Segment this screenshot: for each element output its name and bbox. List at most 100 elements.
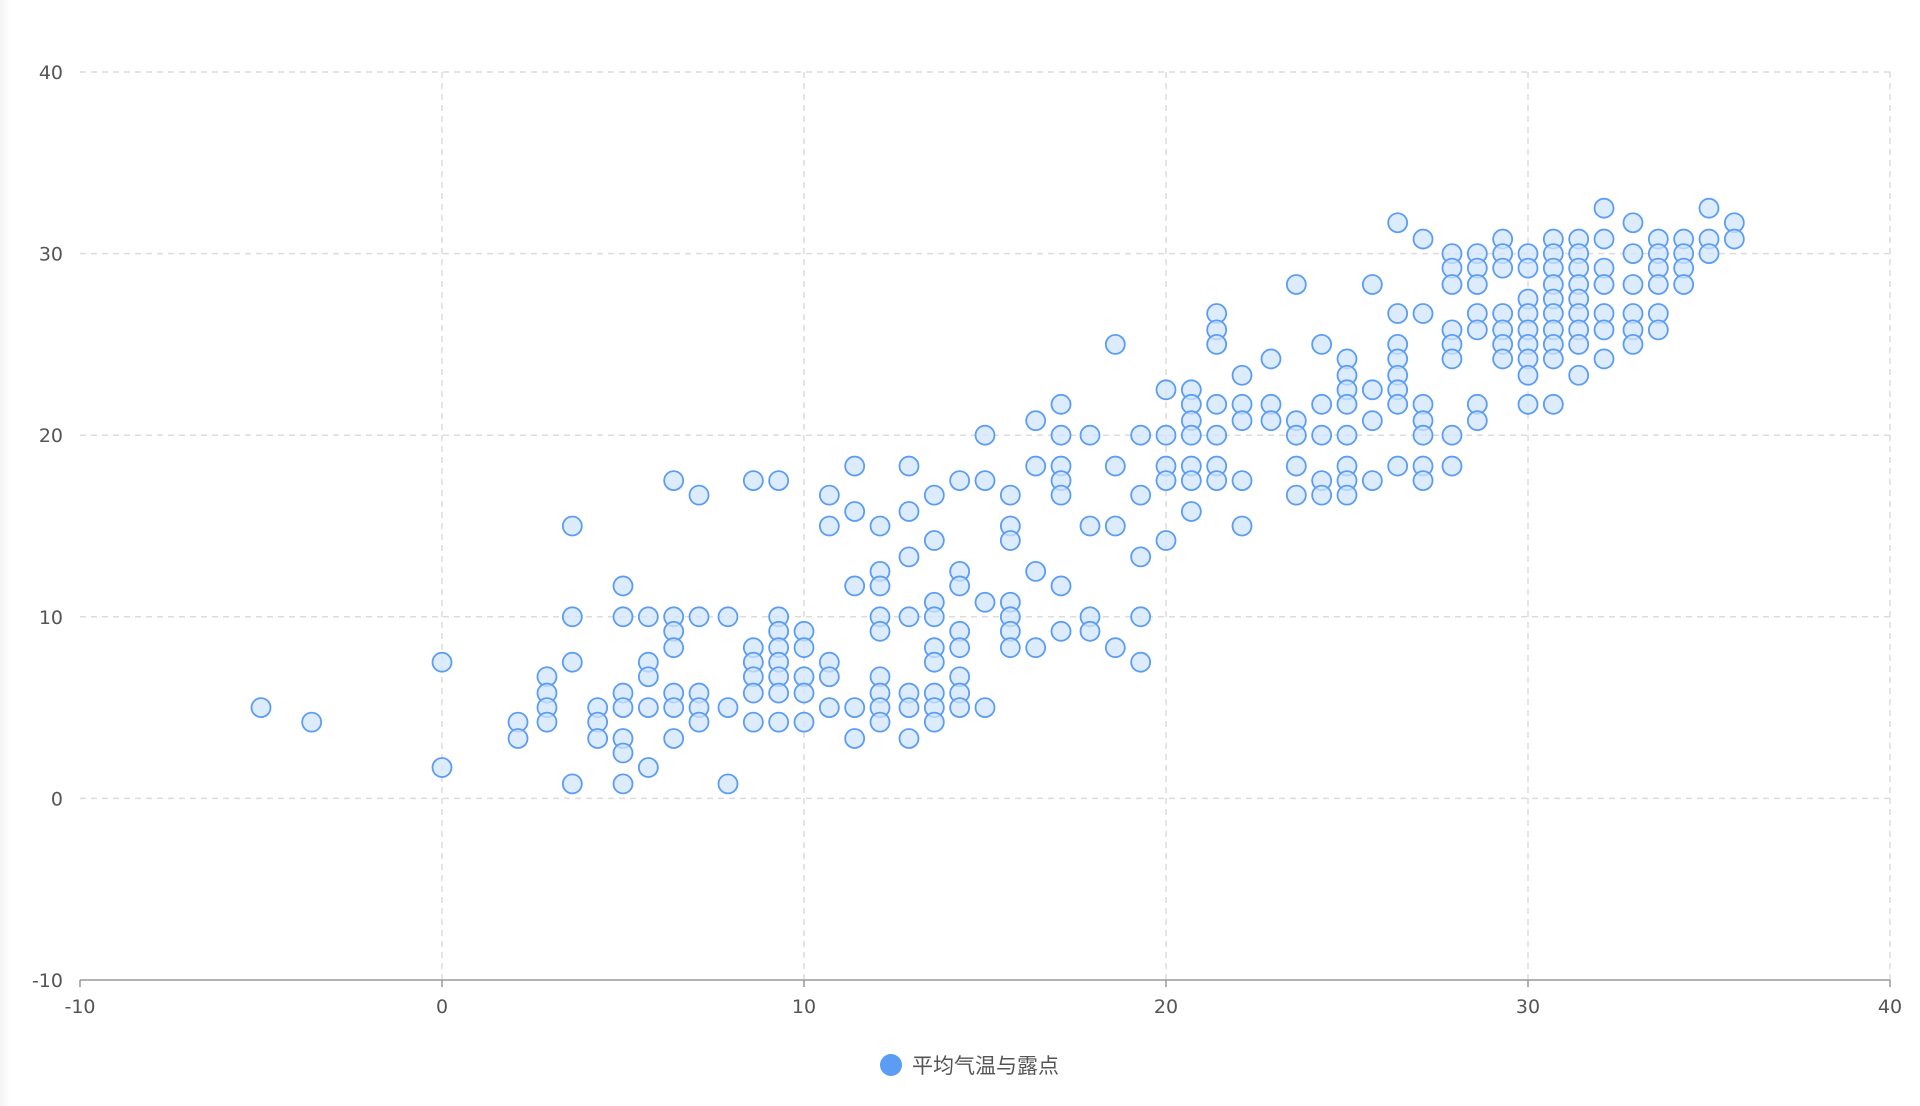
scatter-point[interactable] — [1104, 515, 1126, 537]
scatter-point[interactable] — [561, 773, 583, 795]
scatter-point[interactable] — [1387, 212, 1409, 234]
scatter-point[interactable] — [869, 620, 891, 642]
scatter-point[interactable] — [999, 530, 1021, 551]
scatter-point[interactable] — [898, 606, 920, 628]
scatter-point[interactable] — [1130, 651, 1152, 673]
scatter-point[interactable] — [1593, 228, 1615, 250]
scatter-point[interactable] — [1492, 348, 1514, 370]
scatter-point[interactable] — [1361, 379, 1383, 401]
scatter-point[interactable] — [1050, 424, 1072, 446]
scatter-point[interactable] — [1104, 637, 1126, 659]
scatter-point[interactable] — [1260, 348, 1282, 370]
scatter-point[interactable] — [974, 697, 996, 718]
scatter-point[interactable] — [1231, 410, 1253, 432]
scatter-point[interactable] — [1647, 319, 1669, 341]
scatter-point[interactable] — [431, 651, 453, 673]
scatter-point[interactable] — [663, 697, 685, 718]
scatter-point[interactable] — [1285, 455, 1307, 477]
scatter-point[interactable] — [612, 742, 634, 764]
scatter-point[interactable] — [688, 484, 710, 506]
scatter-point[interactable] — [1412, 303, 1434, 324]
scatter-point[interactable] — [742, 682, 764, 704]
scatter-point[interactable] — [1285, 424, 1307, 446]
scatter-point[interactable] — [1361, 274, 1383, 295]
scatter-point[interactable] — [717, 697, 739, 718]
scatter-point[interactable] — [844, 501, 866, 522]
scatter-point[interactable] — [1231, 515, 1253, 537]
scatter-point[interactable] — [1387, 303, 1409, 324]
scatter-point[interactable] — [1723, 228, 1745, 250]
scatter-point[interactable] — [1593, 274, 1615, 295]
scatter-point[interactable] — [1492, 257, 1514, 279]
scatter-point[interactable] — [1285, 484, 1307, 506]
scatter-point[interactable] — [844, 728, 866, 749]
scatter-point[interactable] — [1130, 606, 1152, 628]
scatter-point[interactable] — [1542, 348, 1564, 370]
scatter-point[interactable] — [1311, 484, 1333, 506]
scatter-point[interactable] — [999, 637, 1021, 659]
scatter-point[interactable] — [818, 697, 840, 718]
scatter-point[interactable] — [999, 484, 1021, 506]
scatter-point[interactable] — [1622, 243, 1644, 265]
scatter-point[interactable] — [1441, 424, 1463, 446]
scatter-point[interactable] — [1050, 620, 1072, 642]
scatter-point[interactable] — [663, 728, 685, 749]
scatter-point[interactable] — [923, 651, 945, 673]
scatter-point[interactable] — [844, 697, 866, 718]
scatter-point[interactable] — [1622, 274, 1644, 295]
scatter-point[interactable] — [1050, 484, 1072, 506]
scatter-point[interactable] — [1441, 274, 1463, 295]
scatter-point[interactable] — [1622, 333, 1644, 355]
scatter-point[interactable] — [949, 575, 971, 597]
scatter-point[interactable] — [923, 530, 945, 551]
scatter-point[interactable] — [1079, 424, 1101, 446]
scatter-point[interactable] — [1387, 455, 1409, 477]
scatter-point[interactable] — [1622, 212, 1644, 234]
scatter-point[interactable] — [536, 711, 558, 733]
scatter-point[interactable] — [1412, 470, 1434, 492]
scatter-point[interactable] — [793, 682, 815, 704]
scatter-point[interactable] — [1260, 410, 1282, 432]
scatter-point[interactable] — [1568, 333, 1590, 355]
scatter-point[interactable] — [844, 575, 866, 597]
scatter-point[interactable] — [974, 424, 996, 446]
scatter-point[interactable] — [1673, 274, 1695, 295]
scatter-point[interactable] — [869, 711, 891, 733]
scatter-point[interactable] — [1079, 620, 1101, 642]
scatter-point[interactable] — [250, 697, 272, 718]
scatter-point[interactable] — [1180, 424, 1202, 446]
scatter-point[interactable] — [1050, 575, 1072, 597]
scatter-point[interactable] — [923, 711, 945, 733]
scatter-point[interactable] — [1336, 484, 1358, 506]
scatter-point[interactable] — [1466, 319, 1488, 341]
scatter-point[interactable] — [1311, 424, 1333, 446]
scatter-point[interactable] — [1311, 393, 1333, 415]
scatter-point[interactable] — [1593, 197, 1615, 219]
scatter-point[interactable] — [1104, 455, 1126, 477]
scatter-point[interactable] — [923, 484, 945, 506]
scatter-point[interactable] — [1593, 348, 1615, 370]
legend[interactable]: 平均气温与露点 — [880, 1050, 1059, 1080]
scatter-point[interactable] — [1568, 364, 1590, 386]
scatter-point[interactable] — [768, 682, 790, 704]
scatter-point[interactable] — [1593, 319, 1615, 341]
scatter-point[interactable] — [1155, 379, 1177, 401]
scatter-point[interactable] — [844, 455, 866, 477]
scatter-point[interactable] — [612, 606, 634, 628]
scatter-point[interactable] — [1466, 410, 1488, 432]
scatter-point[interactable] — [768, 470, 790, 492]
scatter-point[interactable] — [663, 470, 685, 492]
scatter-point[interactable] — [898, 455, 920, 477]
scatter-point[interactable] — [949, 697, 971, 718]
scatter-point[interactable] — [612, 575, 634, 597]
scatter-point[interactable] — [1698, 243, 1720, 265]
scatter-point[interactable] — [869, 575, 891, 597]
scatter-point[interactable] — [898, 501, 920, 522]
scatter-point[interactable] — [1050, 393, 1072, 415]
scatter-point[interactable] — [1206, 393, 1228, 415]
scatter-point[interactable] — [923, 606, 945, 628]
scatter-point[interactable] — [612, 697, 634, 718]
scatter-point[interactable] — [1698, 197, 1720, 219]
scatter-point[interactable] — [898, 546, 920, 568]
scatter-point[interactable] — [1231, 364, 1253, 386]
